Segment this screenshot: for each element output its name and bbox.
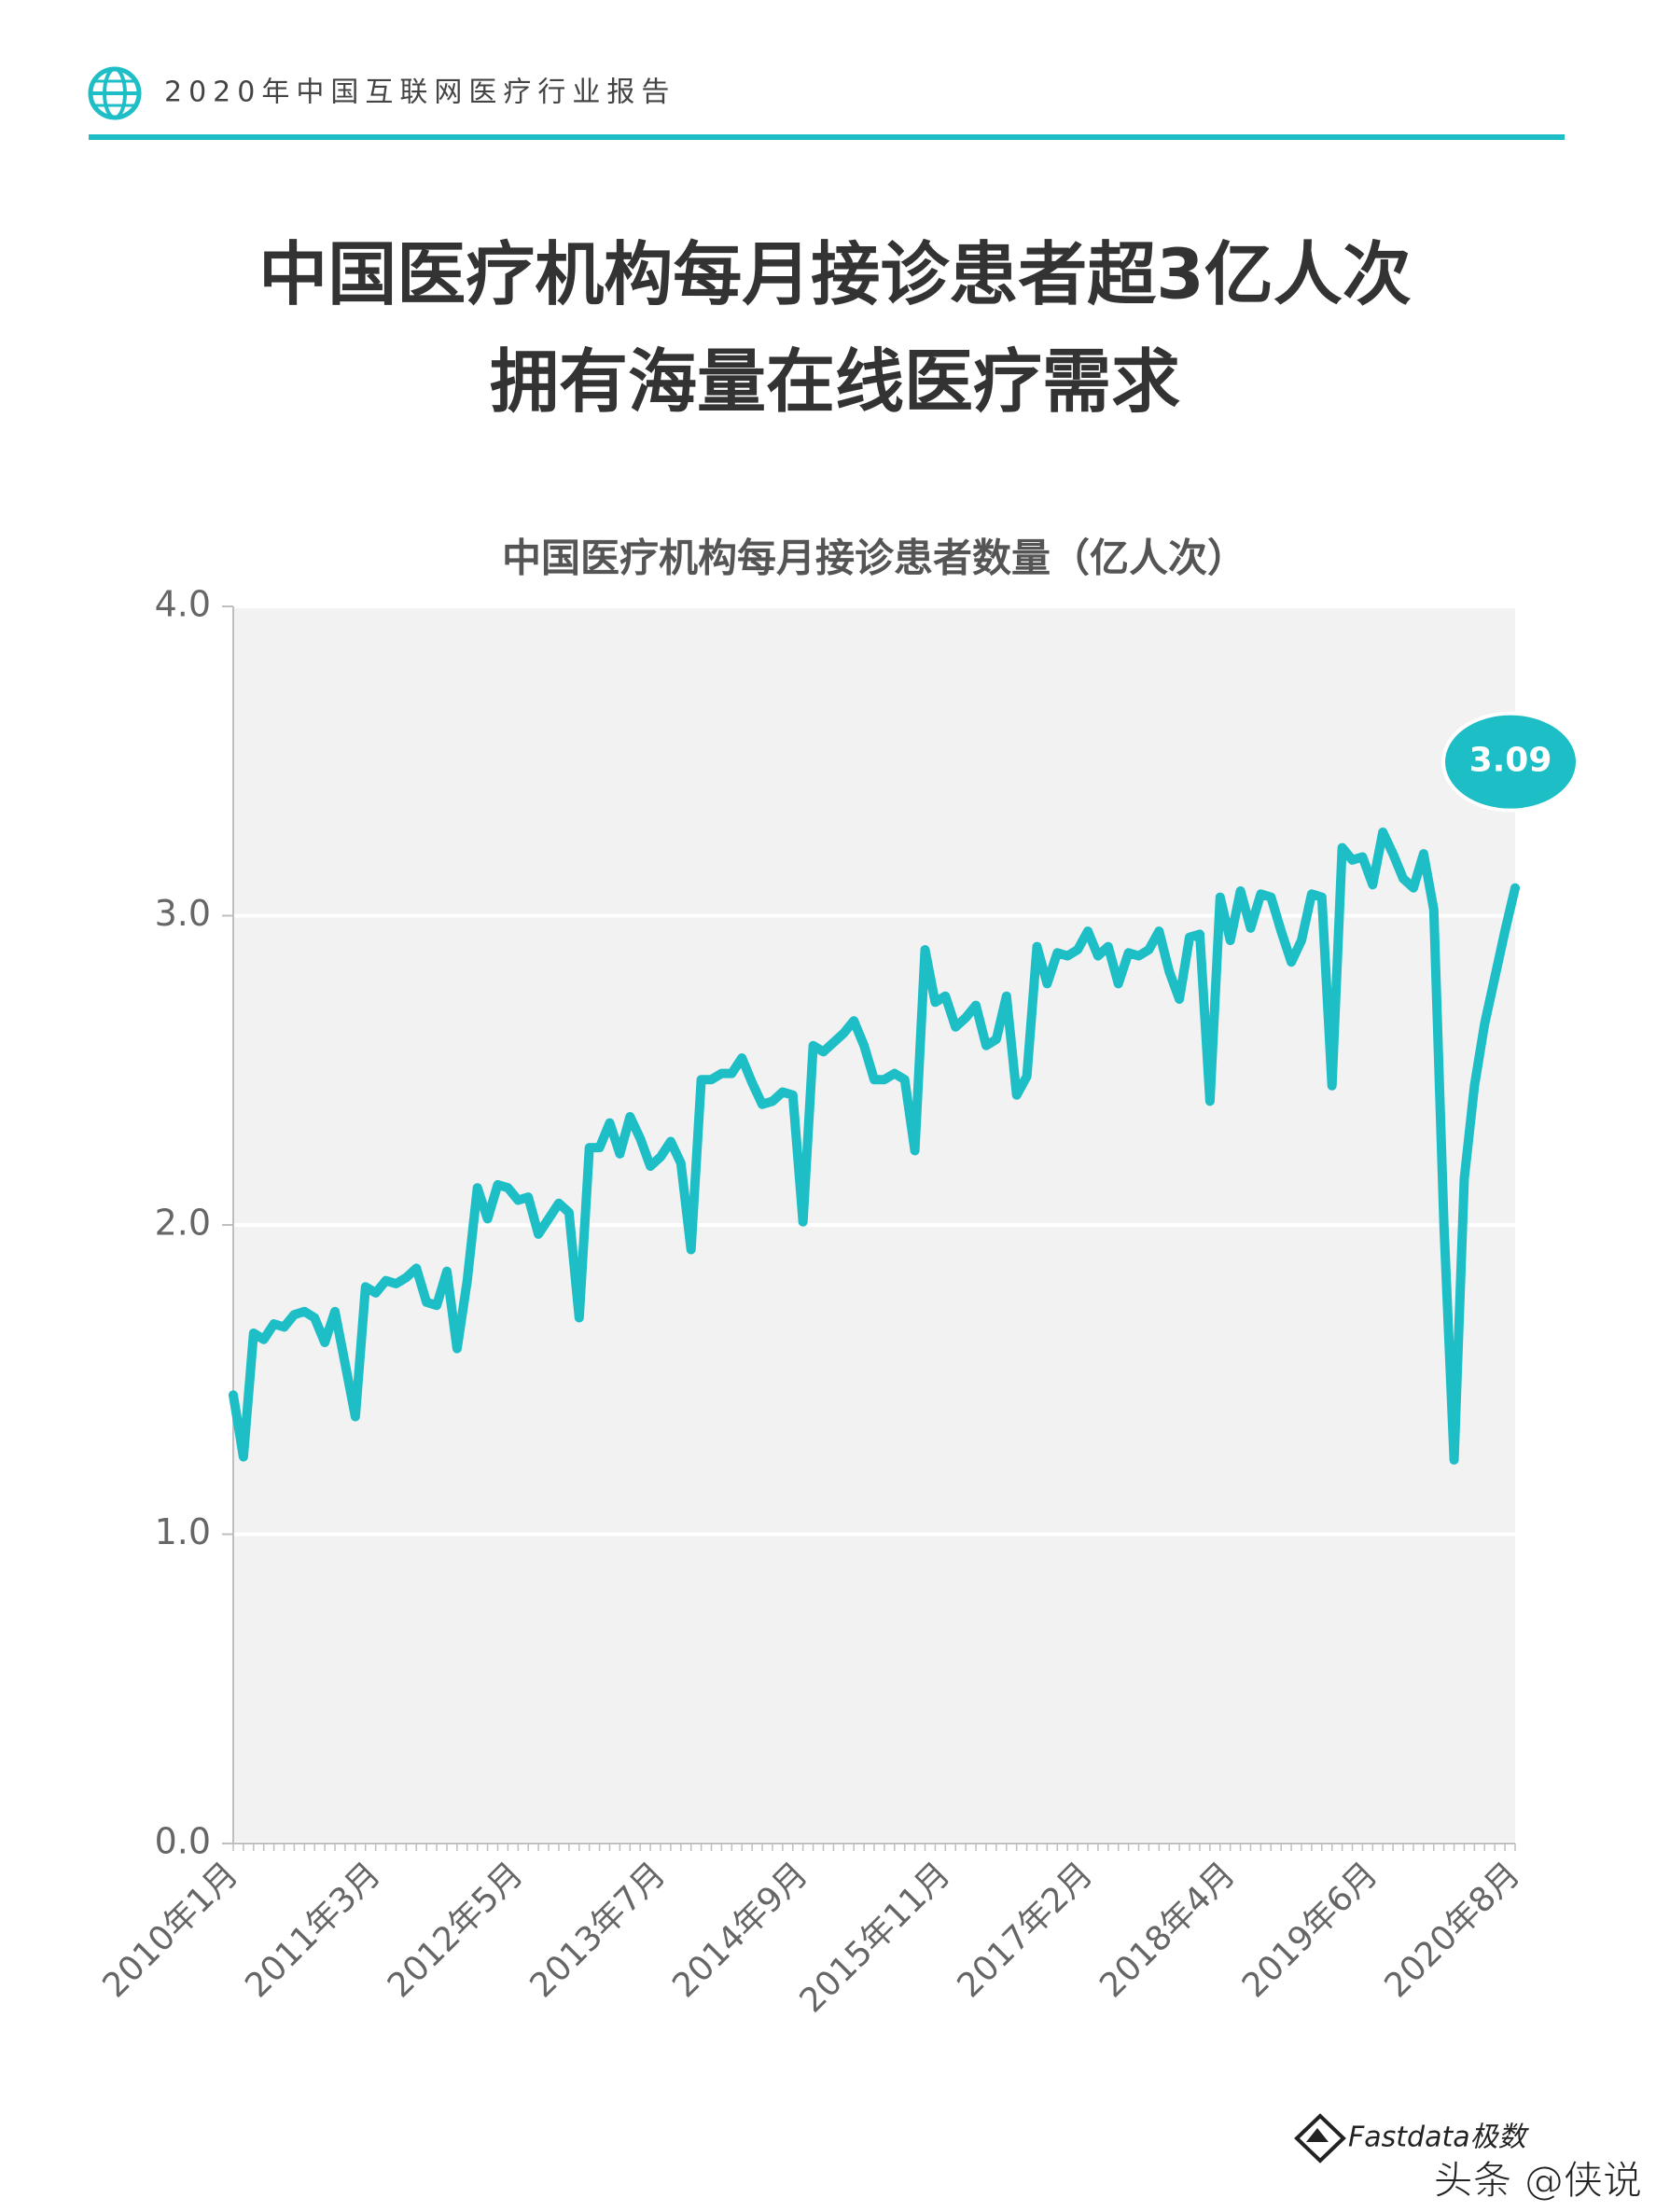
- data-line: [229, 828, 1520, 1465]
- header-rule: [89, 134, 1565, 140]
- footer-logo-text: Fastdata极数: [1348, 2122, 1530, 2154]
- headline: 中国医疗机构每月接诊患者超3亿人次: [258, 235, 1412, 315]
- x-tick-label: 2010年1月: [96, 1855, 246, 2005]
- data-label-bubble: [1441, 711, 1579, 813]
- y-tick-label: 3.0: [155, 893, 211, 934]
- x-tick-label: 2011年3月: [238, 1855, 388, 2005]
- y-tick-label: 2.0: [155, 1203, 211, 1244]
- y-tick-label: 0.0: [155, 1821, 211, 1862]
- x-tick-label: 2012年5月: [381, 1855, 531, 2005]
- globe-icon: [88, 66, 142, 120]
- x-tick-label: 2017年2月: [951, 1855, 1101, 2005]
- headline: 拥有海量在线医疗需求: [490, 342, 1180, 423]
- plot: 0.0 1.0 2.0 3.0 4.0 2010年1月2011年3月2012年5月2013…: [96, 584, 1579, 2021]
- chart-title: 中国医疗机构每月接诊患者数量（亿人次）: [502, 536, 1246, 581]
- x-tick-label: 2018年4月: [1092, 1855, 1243, 2005]
- watermark: 头条 @侠说: [1434, 2158, 1642, 2204]
- data-label: 3.09: [1469, 742, 1552, 780]
- footer-logo: [1294, 2113, 1346, 2163]
- x-tick-label: 2014年9月: [665, 1855, 815, 2005]
- x-tick-label: 2015年11月: [793, 1855, 958, 2020]
- y-tick-label: 4.0: [155, 584, 211, 625]
- x-tick-label: 2019年6月: [1235, 1855, 1385, 2005]
- y-tick-label: 1.0: [155, 1511, 211, 1552]
- header-title: 2020年中国互联网医疗行业报告: [164, 77, 675, 109]
- x-tick-label: 2013年7月: [523, 1855, 674, 2005]
- x-tick-label: 2020年8月: [1378, 1855, 1528, 2005]
